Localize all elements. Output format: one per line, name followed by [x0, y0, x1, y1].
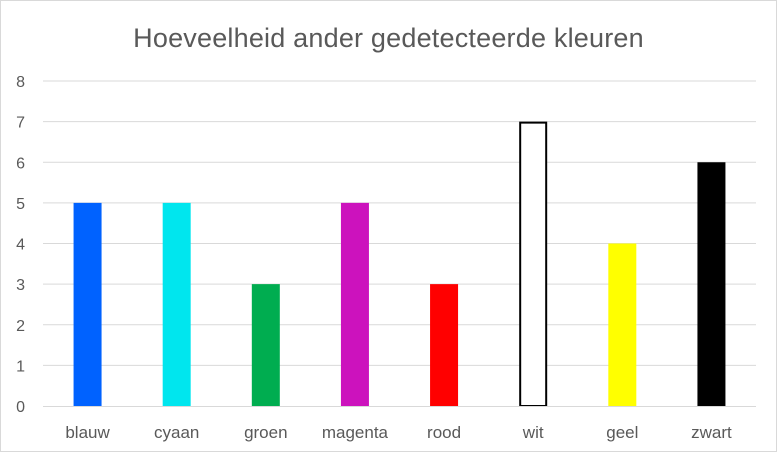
gridlines: [43, 80, 756, 366]
x-axis-category-labels: blauw cyaan groen magenta rood wit geel zwart: [65, 423, 732, 442]
y-tick-label: 1: [16, 358, 25, 375]
bar-magenta: [340, 202, 369, 406]
y-tick-label: 0: [16, 399, 25, 416]
x-category-label: geel: [606, 423, 638, 442]
x-category-label: blauw: [65, 423, 110, 442]
y-tick-label: 6: [16, 155, 25, 172]
y-tick-label: 5: [16, 196, 25, 213]
y-tick-label: 3: [16, 277, 25, 294]
y-tick-label: 7: [16, 115, 25, 132]
x-category-label: wit: [522, 423, 544, 442]
bar-zwart: [697, 162, 726, 406]
bars: [73, 121, 726, 407]
y-tick-label: 8: [16, 74, 25, 91]
y-tick-label: 4: [16, 237, 25, 254]
bar-rood: [430, 284, 459, 406]
x-category-label: rood: [427, 423, 461, 442]
bar-geel: [608, 243, 637, 406]
chart-title: Hoeveelheid ander gedetecteerde kleuren: [133, 23, 644, 53]
bar-groen: [251, 284, 280, 406]
bar-wit: [519, 121, 548, 407]
y-axis-tick-labels: 0 1 2 3 4 5 6 7 8: [16, 74, 25, 416]
x-category-label: groen: [244, 423, 287, 442]
x-category-label: zwart: [691, 423, 732, 442]
y-tick-label: 2: [16, 318, 25, 335]
x-category-label: magenta: [322, 423, 389, 442]
x-category-label: cyaan: [154, 423, 199, 442]
bar-blauw: [73, 202, 102, 406]
bar-cyaan: [162, 202, 191, 406]
